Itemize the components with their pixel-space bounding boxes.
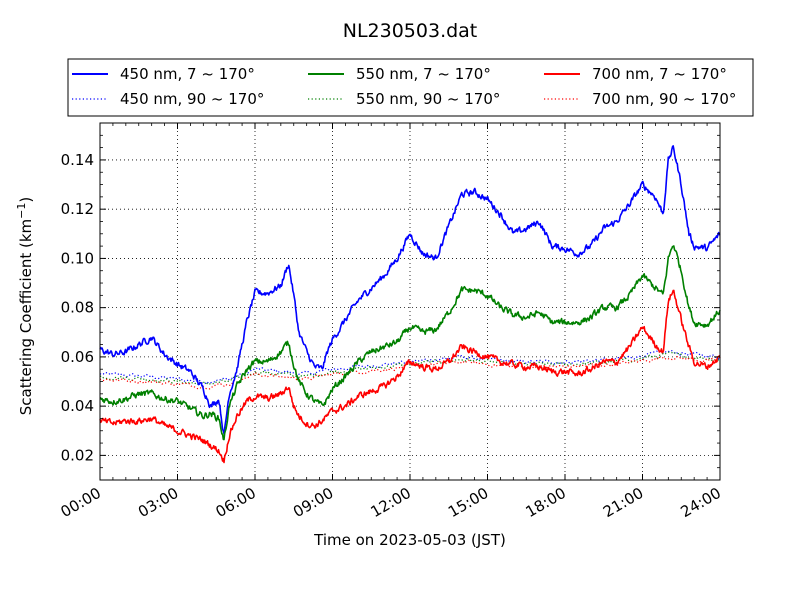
- legend-label: 450 nm, 90 ~ 170°: [120, 90, 264, 108]
- solid-series: [99, 145, 721, 464]
- y-tick-label: 0.06: [61, 348, 94, 366]
- legend-entry: 700 nm, 7 ~ 170°: [544, 65, 727, 83]
- legend: 450 nm, 7 ~ 170° 450 nm, 90 ~ 170° 550 n…: [67, 58, 754, 117]
- x-axis-label: Time on 2023-05-03 (JST): [313, 531, 506, 549]
- legend-label: 550 nm, 7 ~ 170°: [356, 65, 491, 83]
- y-axis-label-main: Scattering Coefficient (km: [17, 219, 35, 415]
- series-line-solid-0: [99, 145, 721, 435]
- legend-entry: 700 nm, 90 ~ 170°: [544, 90, 736, 108]
- y-axis-label-close: ): [17, 197, 35, 203]
- legend-entry: 450 nm, 90 ~ 170°: [72, 90, 264, 108]
- legend-entry: 550 nm, 90 ~ 170°: [308, 90, 500, 108]
- legend-label: 450 nm, 7 ~ 170°: [120, 65, 255, 83]
- series-line-dotted-4: [99, 351, 721, 386]
- y-axis-label-exponent: −1: [15, 203, 28, 219]
- legend-entry: 450 nm, 7 ~ 170°: [72, 65, 255, 83]
- plot-frame: [99, 122, 721, 481]
- legend-label: 700 nm, 90 ~ 170°: [592, 90, 736, 108]
- y-tick-labels: 0.02 0.04 0.06 0.08 0.10 0.12 0.14: [61, 151, 94, 464]
- y-tick-label: 0.12: [61, 200, 94, 218]
- y-tick-label: 0.02: [61, 446, 94, 464]
- y-axis-label: Scattering Coefficient (km−1): [15, 197, 35, 416]
- y-tick-label: 0.14: [61, 151, 94, 169]
- legend-label: 700 nm, 7 ~ 170°: [592, 65, 727, 83]
- y-tick-label: 0.08: [61, 299, 94, 317]
- y-tick-label: 0.04: [61, 397, 94, 415]
- series-line-solid-2: [99, 289, 721, 464]
- series-line-solid-1: [99, 245, 721, 441]
- y-tick-label: 0.10: [61, 249, 94, 267]
- chart-title: NL230503.dat: [343, 20, 478, 42]
- legend-entry: 550 nm, 7 ~ 170°: [308, 65, 491, 83]
- legend-label: 550 nm, 90 ~ 170°: [356, 90, 500, 108]
